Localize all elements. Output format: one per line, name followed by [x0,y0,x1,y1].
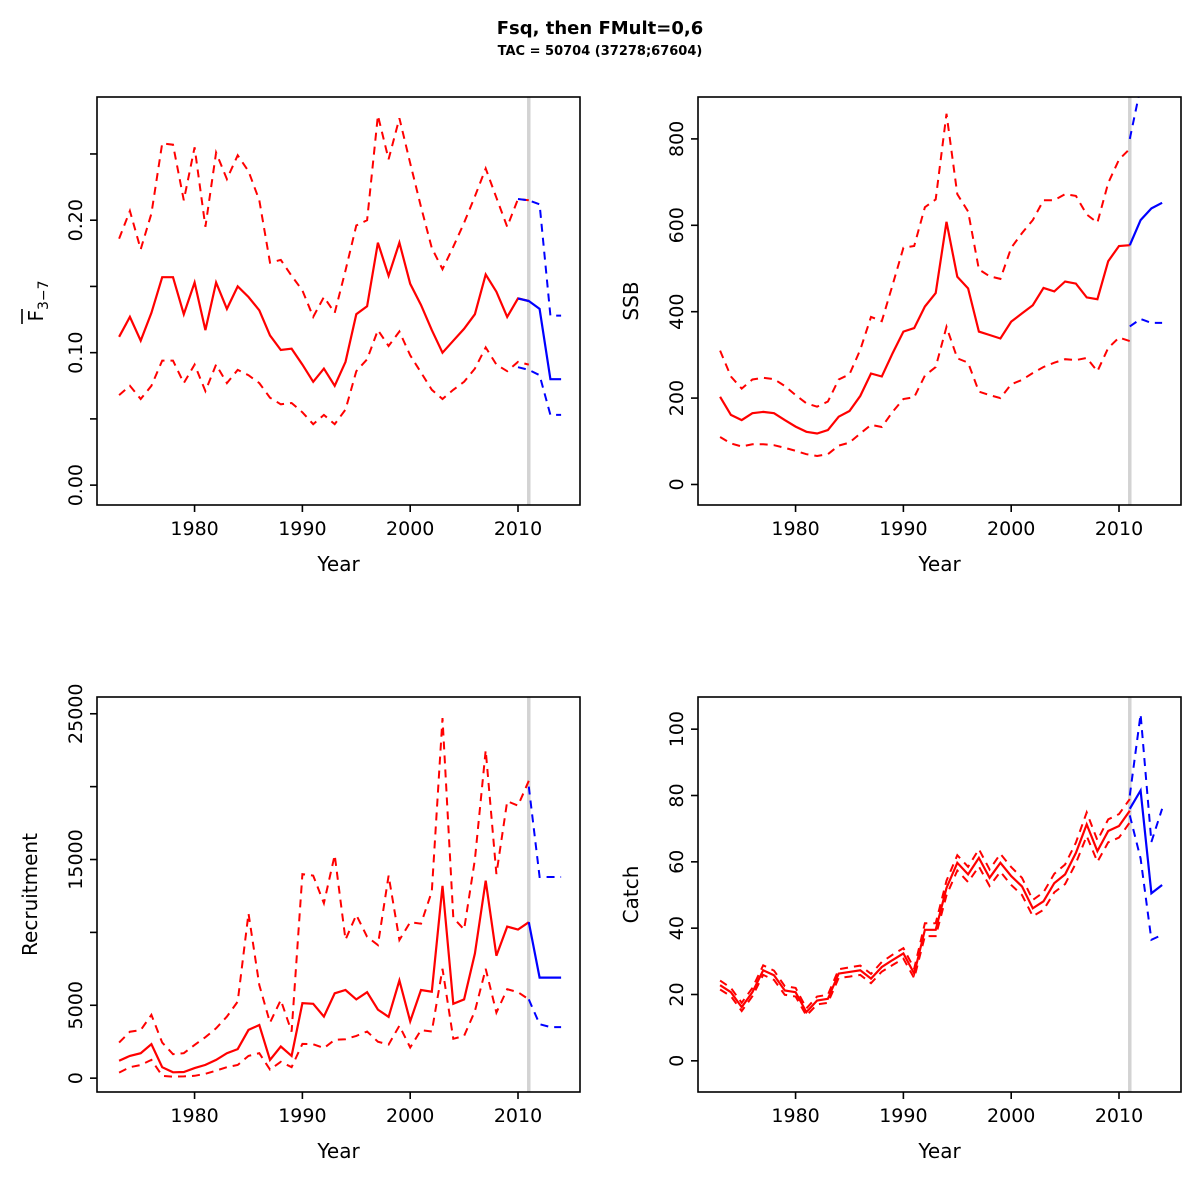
fbar-proj-upper-ci-line [517,198,562,317]
catch-y-tick-label: 80 [666,783,688,807]
ssb-x-tick-label: 1980 [771,518,819,540]
figure-subtitle: TAC = 50704 (37278;67604) [497,44,703,59]
catch-y-axis: 0 20 40 60 80 100 [666,711,698,1067]
recruitment-x-axis-title: Year [316,1139,360,1163]
catch-y-axis-title: Catch [619,866,643,924]
catch-y-tick-label: 0 [666,1055,688,1067]
fbar-x-axis-title: Year [316,552,360,576]
recruitment-proj-lower-ci-line [527,999,562,1029]
fbar-x-tick-label: 1990 [278,518,326,540]
recruitment-y-axis: 0 5000 15000 25000 [65,684,97,1084]
recruitment-series-group [118,718,562,1078]
recruitment-x-tick-label: 2000 [386,1105,434,1127]
catch-y-tick-label: 20 [666,982,688,1006]
ssb-y-tick-label: 600 [666,207,688,243]
ssb-hist-median-line [719,221,1130,435]
catch-proj-median-line [1128,787,1163,896]
fbar-series-group [118,115,562,426]
panel-fbar: 1980 1990 2000 2010 0.00 0.10 0.20 Year F3−7 [21,96,581,576]
panel-catch: 1980 1990 2000 2010 0 20 40 60 80 100 Year Catch [619,696,1182,1163]
fbar-x-tick-label: 2000 [386,518,434,540]
catch-hist-upper-ci-line [719,798,1131,1011]
fbar-plot-box [96,96,581,506]
ssb-x-axis-title: Year [917,552,961,576]
catch-series-group [719,714,1164,1018]
catch-x-tick-label: 2010 [1095,1105,1143,1127]
ssb-series-group [719,97,1163,458]
catch-y-tick-label: 40 [666,916,688,940]
ssb-y-tick-label: 0 [666,478,688,490]
fbar-y-tick-label: 0.00 [65,464,87,506]
ssb-hist-upper-ci-line [719,113,1131,408]
fbar-x-axis: 1980 1990 2000 2010 [170,505,542,540]
fbar-x-tick-label: 1980 [170,518,218,540]
fbar-proj-median-line [517,297,562,381]
ssb-y-axis: 0 200 400 600 800 [666,121,698,491]
catch-x-tick-label: 2000 [987,1105,1035,1127]
catch-hist-median-line [719,810,1131,1014]
fbar-x-tick-label: 2010 [494,518,542,540]
panel-recruitment: 1980 1990 2000 2010 0 5000 15000 25000 Year Recru… [18,684,581,1163]
recruitment-x-tick-label: 1980 [170,1105,218,1127]
panel-ssb: 1980 1990 2000 2010 0 200 400 600 800 Year SSB [619,96,1182,576]
ssb-y-tick-label: 200 [666,380,688,416]
recruitment-proj-median-line [527,921,562,979]
recruitment-y-tick-label: 5000 [65,981,87,1029]
fbar-y-tick-label: 0.20 [65,199,87,241]
recruitment-y-tick-label: 25000 [65,684,87,744]
ssb-x-axis: 1980 1990 2000 2010 [771,505,1143,540]
fbar-y-axis-title: F3−7 [21,280,52,324]
fbar-proj-lower-ci-line [517,366,562,416]
recruitment-x-tick-label: 2010 [494,1105,542,1127]
catch-y-tick-label: 100 [666,711,688,747]
catch-x-tick-label: 1990 [879,1105,927,1127]
catch-y-tick-label: 60 [666,850,688,874]
ssb-proj-lower-ci-line [1129,317,1163,328]
ssb-proj-median-line [1128,201,1163,246]
recruitment-y-tick-label: 15000 [65,829,87,889]
recruitment-y-tick-label: 0 [65,1072,87,1084]
fbar-y-axis: 0.00 0.10 0.20 [65,153,97,506]
ssb-hist-lower-ci-line [719,323,1131,458]
recruitment-proj-upper-ci-line [527,786,562,878]
ssb-x-tick-label: 2000 [987,518,1035,540]
recruitment-hist-upper-ci-line [118,718,530,1056]
catch-plot-box [697,696,1182,1093]
ssb-x-tick-label: 2010 [1095,518,1143,540]
fbar-y-tick-label: 0.10 [65,332,87,374]
fbar-hist-median-line [118,238,530,389]
fbar-hist-upper-ci-line [118,115,529,320]
ssb-proj-upper-ci-line [1128,97,1140,140]
recruitment-x-axis: 1980 1990 2000 2010 [170,1092,542,1127]
catch-x-axis-title: Year [917,1139,961,1163]
ssb-y-tick-label: 800 [666,121,688,157]
recruitment-plot-box [96,696,581,1093]
catch-proj-lower-ci-line [1128,815,1163,942]
catch-x-tick-label: 1980 [771,1105,819,1127]
ssb-y-axis-title: SSB [619,281,643,320]
recruitment-x-tick-label: 1990 [278,1105,326,1127]
ssb-y-tick-label: 400 [666,294,688,330]
recruitment-y-axis-title: Recruitment [18,833,42,956]
figure-title: Fsq, then FMult=0,6 [496,18,704,39]
svg-text:F3−7: F3−7 [24,280,52,321]
fbar-hist-lower-ci-line [118,327,530,426]
catch-proj-upper-ci-line [1128,714,1164,843]
recruitment-hist-median-line [118,880,530,1074]
ssb-plot-box [697,96,1182,506]
ssb-x-tick-label: 1990 [879,518,927,540]
catch-x-axis: 1980 1990 2000 2010 [771,1092,1143,1127]
